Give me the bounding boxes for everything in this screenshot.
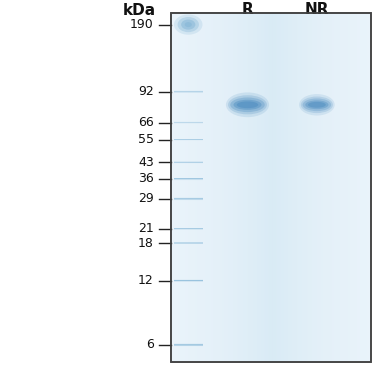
- Ellipse shape: [234, 100, 261, 110]
- Ellipse shape: [226, 92, 269, 117]
- Text: 12: 12: [138, 274, 154, 287]
- Ellipse shape: [303, 99, 331, 111]
- Ellipse shape: [228, 95, 267, 114]
- Text: 55: 55: [138, 133, 154, 146]
- Text: 29: 29: [138, 192, 154, 206]
- Ellipse shape: [184, 22, 192, 27]
- Text: kDa: kDa: [123, 3, 156, 18]
- Ellipse shape: [301, 96, 333, 113]
- Ellipse shape: [237, 101, 258, 108]
- Text: 18: 18: [138, 237, 154, 250]
- Ellipse shape: [308, 102, 326, 108]
- Ellipse shape: [299, 94, 334, 116]
- Text: 190: 190: [130, 18, 154, 31]
- Ellipse shape: [305, 100, 328, 109]
- Text: R: R: [242, 2, 254, 17]
- Ellipse shape: [174, 15, 202, 35]
- Text: 92: 92: [138, 86, 154, 98]
- Text: 36: 36: [138, 172, 154, 185]
- Text: 43: 43: [138, 156, 154, 169]
- Ellipse shape: [230, 98, 265, 112]
- Ellipse shape: [181, 20, 195, 30]
- Text: 66: 66: [138, 116, 154, 129]
- Text: 21: 21: [138, 222, 154, 235]
- Ellipse shape: [178, 17, 199, 32]
- Text: 6: 6: [146, 339, 154, 351]
- Bar: [171, 13, 371, 362]
- Text: NR: NR: [304, 2, 329, 17]
- Bar: [171, 13, 371, 362]
